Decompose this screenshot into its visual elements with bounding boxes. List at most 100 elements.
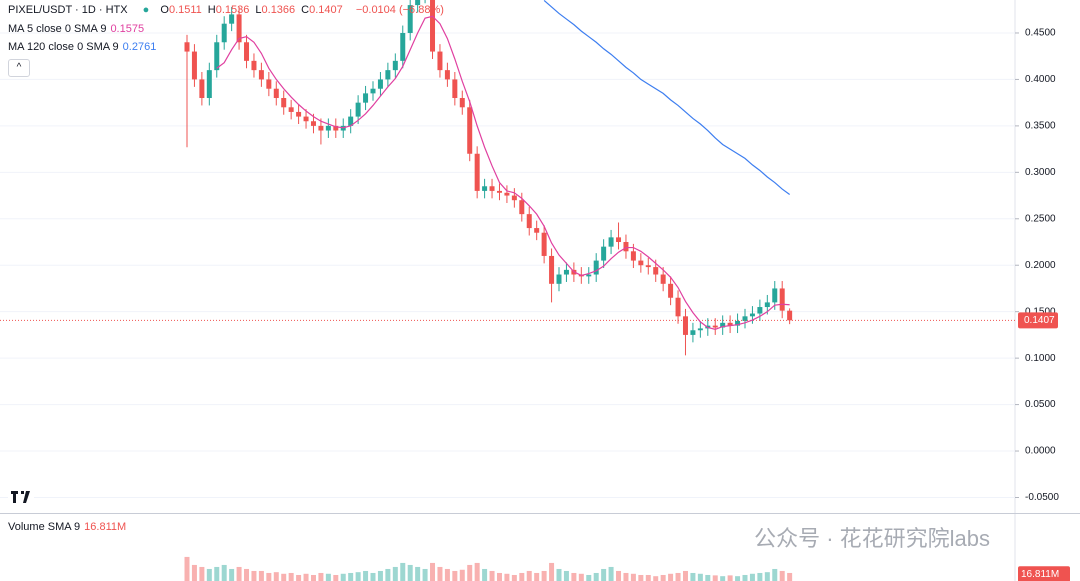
ohlc-values: O0.1511 H0.1536 L0.1366 C0.1407 [160, 4, 348, 16]
candle-body [437, 51, 443, 71]
candle-body [675, 297, 681, 317]
candle-body [199, 79, 205, 99]
volume-bar [601, 568, 607, 581]
volume-bar [682, 570, 688, 581]
candle-body [586, 274, 592, 277]
grid [0, 32, 1015, 498]
candle-body [749, 313, 755, 317]
ma5-legend: MA 5 close 0 SMA 9 0.1575 [8, 23, 148, 35]
candle-body [489, 186, 495, 191]
candle-body [333, 125, 339, 131]
volume-bar [690, 572, 696, 581]
candle-body [712, 325, 718, 328]
volume-sma: 16.811M [84, 521, 127, 533]
collapse-button[interactable]: ^ [8, 59, 30, 77]
volume-bar [333, 574, 339, 581]
volume-bar [496, 572, 502, 581]
volume-bar [400, 562, 406, 581]
candle-body [787, 310, 793, 321]
volume-bar [370, 572, 376, 581]
volume-sma-label: 16.811M [1021, 569, 1059, 580]
volume-bar [608, 566, 614, 581]
volume-bar [563, 570, 569, 581]
candle-body [742, 316, 748, 321]
indicator-value: 0.2761 [122, 41, 157, 53]
volume-bar [489, 570, 495, 581]
candle-body [616, 237, 622, 243]
ohlc-value: 0.1511 [168, 4, 202, 16]
candle-body [764, 302, 770, 308]
candle-body [266, 79, 272, 89]
candle-body [534, 228, 540, 233]
volume-bar [541, 570, 547, 581]
volume-bar [340, 573, 346, 581]
candle-body [385, 70, 391, 80]
volume-bar [452, 570, 458, 581]
volume-bar [623, 572, 629, 581]
candle-body [184, 42, 190, 52]
candle-body [496, 190, 502, 193]
ohlc-value: 0.1536 [215, 4, 250, 16]
volume-bar [266, 572, 272, 581]
candle-body [370, 88, 376, 94]
indicator-line [543, 0, 790, 196]
candle-body [459, 98, 465, 108]
candle-body [214, 42, 220, 71]
volume-legend: Volume SMA 9 16.811M [8, 521, 130, 533]
volume-bar [787, 572, 793, 581]
volume-bar [727, 575, 733, 581]
candle-body [251, 60, 257, 71]
candle-body [593, 260, 599, 275]
candle-body [660, 274, 666, 284]
candle-body [668, 283, 674, 298]
volume-bar [199, 566, 205, 581]
candle-body [482, 186, 488, 191]
candle-body [772, 288, 778, 303]
candle-body [296, 111, 302, 117]
volume-bar [273, 572, 279, 581]
y-tick-label: 0.2000 [1025, 260, 1056, 271]
volume-bar [258, 570, 264, 581]
candle-body [258, 70, 264, 80]
candle-body [526, 214, 532, 229]
volume-bar [705, 574, 711, 581]
y-tick-label: -0.0500 [1025, 492, 1059, 503]
y-tick-label: 0.3000 [1025, 167, 1056, 178]
indicator-name: MA 5 close 0 SMA 9 [8, 23, 107, 35]
volume-bar [184, 556, 190, 581]
volume-bar [556, 568, 562, 581]
volume-bar [214, 566, 220, 581]
volume-bar [444, 568, 450, 581]
y-tick-label: 0.0500 [1025, 399, 1056, 410]
volume-bar [697, 573, 703, 581]
candle-body [474, 153, 480, 191]
candle-body [682, 316, 688, 335]
y-tick-label: 0.1000 [1025, 353, 1056, 364]
candle-body [504, 192, 510, 196]
volume-bar [392, 566, 398, 581]
volume-sma-tag [1018, 566, 1070, 581]
ma120-legend: MA 120 close 0 SMA 9 0.2761 [8, 41, 160, 53]
candle-body [377, 79, 383, 89]
y-tick-label: 0.4000 [1025, 74, 1056, 85]
last-price-label: 0.1407 [1024, 315, 1055, 326]
volume-bar [519, 572, 525, 581]
candle-body [601, 246, 607, 261]
ohlc-value: 0.1366 [261, 4, 296, 16]
ohlc-letter: L [255, 4, 262, 16]
volume-bar [511, 574, 517, 581]
candle-body [638, 260, 644, 266]
volume-bar [578, 573, 584, 581]
indicator-name: MA 120 close 0 SMA 9 [8, 41, 119, 53]
volume-bar [474, 562, 480, 581]
volume-bar [236, 566, 242, 581]
volume-bar [742, 574, 748, 581]
volume-bar [407, 564, 413, 581]
change: −0.0104 (−6.88%) [355, 4, 444, 16]
candle-body [303, 116, 309, 122]
volume-bars [184, 556, 793, 581]
volume-bar [467, 564, 473, 581]
y-tick-label: 0.4500 [1025, 28, 1056, 39]
candle-body [318, 125, 324, 131]
candle-body [519, 200, 525, 215]
